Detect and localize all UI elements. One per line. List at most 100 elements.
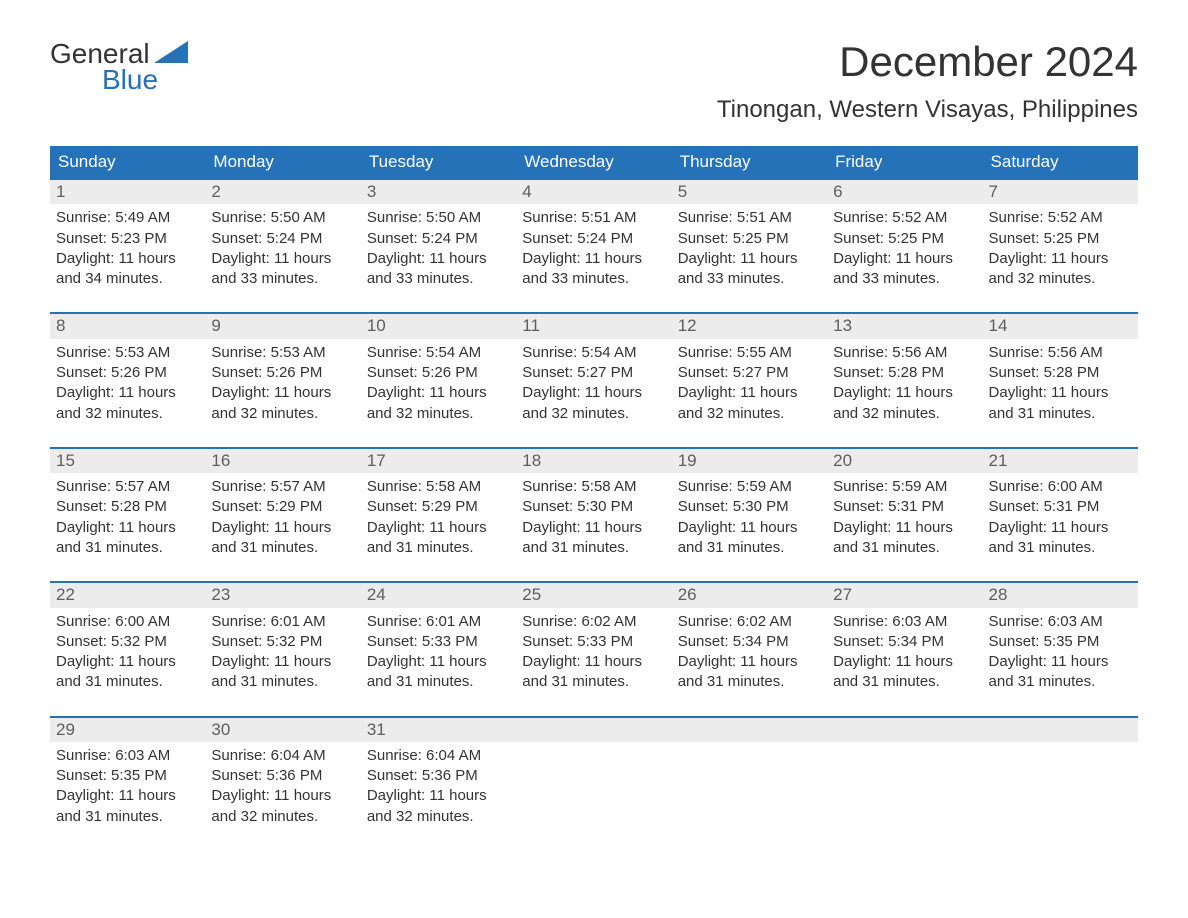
sunrise-text: Sunrise: 6:02 AM [522,612,665,632]
daylight-line2: and 33 minutes. [367,269,510,289]
day-body: Sunrise: 5:54 AMSunset: 5:27 PMDaylight:… [516,339,671,447]
day-number: 24 [361,583,516,607]
daylight-line2: and 31 minutes. [989,404,1132,424]
sunset-text: Sunset: 5:26 PM [211,363,354,383]
daylight-line2: and 32 minutes. [211,404,354,424]
sunset-text: Sunset: 5:29 PM [211,497,354,517]
sunrise-text: Sunrise: 5:56 AM [833,343,976,363]
sunrise-text: Sunrise: 5:56 AM [989,343,1132,363]
day-number: 25 [516,583,671,607]
calendar-day-cell: 7Sunrise: 5:52 AMSunset: 5:25 PMDaylight… [983,179,1138,313]
calendar-day-cell: 23Sunrise: 6:01 AMSunset: 5:32 PMDayligh… [205,582,360,716]
daylight-line2: and 32 minutes. [367,807,510,827]
daylight-line1: Daylight: 11 hours [833,652,976,672]
calendar-week-row: 1Sunrise: 5:49 AMSunset: 5:23 PMDaylight… [50,179,1138,313]
daylight-line1: Daylight: 11 hours [56,518,199,538]
day-body: Sunrise: 6:04 AMSunset: 5:36 PMDaylight:… [205,742,360,850]
day-body [827,742,982,850]
day-number: . [827,718,982,742]
sunrise-text: Sunrise: 5:54 AM [522,343,665,363]
day-number: 1 [50,180,205,204]
daylight-line1: Daylight: 11 hours [211,249,354,269]
daylight-line2: and 31 minutes. [367,538,510,558]
sunset-text: Sunset: 5:28 PM [989,363,1132,383]
daylight-line1: Daylight: 11 hours [678,518,821,538]
day-number: 11 [516,314,671,338]
daylight-line1: Daylight: 11 hours [522,383,665,403]
weekday-header: Friday [827,146,982,179]
calendar-day-cell: 12Sunrise: 5:55 AMSunset: 5:27 PMDayligh… [672,313,827,447]
day-body: Sunrise: 5:58 AMSunset: 5:30 PMDaylight:… [516,473,671,581]
day-number: 22 [50,583,205,607]
day-number: . [983,718,1138,742]
calendar-day-cell: 11Sunrise: 5:54 AMSunset: 5:27 PMDayligh… [516,313,671,447]
day-body [672,742,827,850]
day-number: 12 [672,314,827,338]
daylight-line2: and 33 minutes. [211,269,354,289]
sunset-text: Sunset: 5:30 PM [678,497,821,517]
calendar-table: Sunday Monday Tuesday Wednesday Thursday… [50,146,1138,850]
logo: General Blue [50,38,188,96]
daylight-line2: and 31 minutes. [678,672,821,692]
sunset-text: Sunset: 5:24 PM [522,229,665,249]
calendar-day-cell: 31Sunrise: 6:04 AMSunset: 5:36 PMDayligh… [361,717,516,850]
title-block: December 2024 Tinongan, Western Visayas,… [717,38,1138,138]
calendar-day-cell: 27Sunrise: 6:03 AMSunset: 5:34 PMDayligh… [827,582,982,716]
calendar-week-row: 8Sunrise: 5:53 AMSunset: 5:26 PMDaylight… [50,313,1138,447]
calendar-day-cell: 18Sunrise: 5:58 AMSunset: 5:30 PMDayligh… [516,448,671,582]
day-number: 6 [827,180,982,204]
daylight-line1: Daylight: 11 hours [56,652,199,672]
location: Tinongan, Western Visayas, Philippines [717,96,1138,124]
day-number: 27 [827,583,982,607]
sunrise-text: Sunrise: 6:03 AM [989,612,1132,632]
sunset-text: Sunset: 5:27 PM [522,363,665,383]
day-number: 15 [50,449,205,473]
day-body: Sunrise: 5:51 AMSunset: 5:24 PMDaylight:… [516,204,671,312]
calendar-day-cell: 21Sunrise: 6:00 AMSunset: 5:31 PMDayligh… [983,448,1138,582]
sunset-text: Sunset: 5:28 PM [56,497,199,517]
daylight-line2: and 31 minutes. [522,672,665,692]
calendar-day-cell: 30Sunrise: 6:04 AMSunset: 5:36 PMDayligh… [205,717,360,850]
daylight-line2: and 31 minutes. [56,538,199,558]
day-body: Sunrise: 6:03 AMSunset: 5:35 PMDaylight:… [50,742,205,850]
sunrise-text: Sunrise: 5:57 AM [211,477,354,497]
calendar-day-cell: 4Sunrise: 5:51 AMSunset: 5:24 PMDaylight… [516,179,671,313]
sunrise-text: Sunrise: 5:53 AM [56,343,199,363]
sunrise-text: Sunrise: 6:01 AM [367,612,510,632]
sunrise-text: Sunrise: 5:51 AM [678,208,821,228]
sunset-text: Sunset: 5:25 PM [678,229,821,249]
day-body: Sunrise: 6:00 AMSunset: 5:31 PMDaylight:… [983,473,1138,581]
sunset-text: Sunset: 5:25 PM [989,229,1132,249]
day-number: 21 [983,449,1138,473]
day-number: 17 [361,449,516,473]
day-number: 31 [361,718,516,742]
daylight-line2: and 33 minutes. [522,269,665,289]
sunset-text: Sunset: 5:23 PM [56,229,199,249]
sunrise-text: Sunrise: 6:04 AM [211,746,354,766]
calendar-day-cell: 5Sunrise: 5:51 AMSunset: 5:25 PMDaylight… [672,179,827,313]
calendar-day-cell: 8Sunrise: 5:53 AMSunset: 5:26 PMDaylight… [50,313,205,447]
sunset-text: Sunset: 5:31 PM [833,497,976,517]
day-number: 23 [205,583,360,607]
daylight-line2: and 31 minutes. [367,672,510,692]
calendar-day-cell: 20Sunrise: 5:59 AMSunset: 5:31 PMDayligh… [827,448,982,582]
calendar-day-cell: 26Sunrise: 6:02 AMSunset: 5:34 PMDayligh… [672,582,827,716]
daylight-line1: Daylight: 11 hours [678,383,821,403]
day-body: Sunrise: 6:01 AMSunset: 5:32 PMDaylight:… [205,608,360,716]
day-number: 2 [205,180,360,204]
day-number: 10 [361,314,516,338]
sunrise-text: Sunrise: 5:59 AM [833,477,976,497]
calendar-day-cell: 16Sunrise: 5:57 AMSunset: 5:29 PMDayligh… [205,448,360,582]
daylight-line2: and 32 minutes. [367,404,510,424]
sunrise-text: Sunrise: 6:04 AM [367,746,510,766]
day-body: Sunrise: 5:57 AMSunset: 5:29 PMDaylight:… [205,473,360,581]
daylight-line2: and 34 minutes. [56,269,199,289]
sunrise-text: Sunrise: 5:52 AM [833,208,976,228]
daylight-line1: Daylight: 11 hours [367,518,510,538]
sunrise-text: Sunrise: 6:03 AM [833,612,976,632]
daylight-line1: Daylight: 11 hours [989,518,1132,538]
calendar-day-cell: 29Sunrise: 6:03 AMSunset: 5:35 PMDayligh… [50,717,205,850]
sunrise-text: Sunrise: 6:03 AM [56,746,199,766]
sunrise-text: Sunrise: 5:55 AM [678,343,821,363]
daylight-line2: and 31 minutes. [56,672,199,692]
